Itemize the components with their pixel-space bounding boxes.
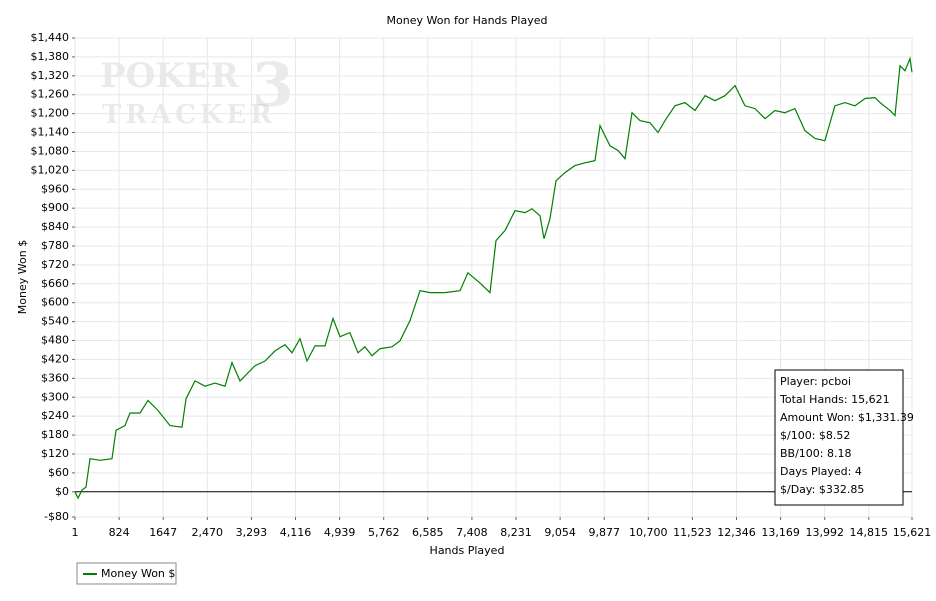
y-tick-label: $180 bbox=[41, 428, 69, 441]
watermark: POKER TRACKER 3 bbox=[100, 51, 294, 131]
y-tick-label: $840 bbox=[41, 220, 69, 233]
stat-line: Days Played: 4 bbox=[780, 465, 862, 478]
y-tick-label: $1,380 bbox=[31, 50, 70, 63]
x-tick-label: 8,231 bbox=[500, 526, 532, 539]
x-tick-label: 12,346 bbox=[717, 526, 756, 539]
stat-line: $/Day: $332.85 bbox=[780, 483, 864, 496]
y-tick-label: $60 bbox=[48, 466, 69, 479]
y-tick-label: $660 bbox=[41, 277, 69, 290]
y-tick-label: $720 bbox=[41, 258, 69, 271]
x-axis-label: Hands Played bbox=[430, 544, 505, 557]
y-tick-label: -$80 bbox=[44, 510, 69, 523]
x-tick-label: 14,815 bbox=[850, 526, 889, 539]
y-tick-label: $540 bbox=[41, 315, 69, 328]
x-tick-label: 15,621 bbox=[893, 526, 932, 539]
y-tick-label: $1,020 bbox=[31, 163, 70, 176]
y-tick-label: $960 bbox=[41, 182, 69, 195]
watermark-text: TRACKER bbox=[102, 100, 276, 130]
legend-box bbox=[76, 562, 177, 585]
y-tick-label: $120 bbox=[41, 447, 69, 460]
chart-title: Money Won for Hands Played bbox=[387, 14, 548, 27]
y-tick-label: $1,320 bbox=[31, 69, 70, 82]
stats: Player: pcboi Total Hands: 15,621 Amount W… bbox=[779, 375, 914, 496]
stat-line: Player: pcboi bbox=[780, 375, 851, 388]
y-tick-label: $360 bbox=[41, 371, 69, 384]
x-tick-label: 1 bbox=[72, 526, 79, 539]
stat-line: $/100: $8.52 bbox=[780, 429, 850, 442]
x-tick-label: 824 bbox=[109, 526, 130, 539]
y-tick-label: $780 bbox=[41, 239, 69, 252]
legend-label: Money Won $ bbox=[101, 567, 175, 580]
x-tick-label: 13,992 bbox=[805, 526, 844, 539]
y-tick-label: $480 bbox=[41, 334, 69, 347]
y-tick-label: $600 bbox=[41, 296, 69, 309]
data-line bbox=[74, 56, 913, 500]
y-tick-label: $300 bbox=[41, 390, 69, 403]
stats-box bbox=[774, 369, 904, 506]
x-tick-label: 1647 bbox=[149, 526, 177, 539]
y-axis-label: Money Won $ bbox=[16, 240, 29, 314]
x-tick-label: 5,762 bbox=[368, 526, 400, 539]
x-tick-label: 9,054 bbox=[544, 526, 576, 539]
y-tick-label: $1,260 bbox=[31, 88, 70, 101]
x-tick-label: 4,939 bbox=[324, 526, 356, 539]
stat-line: BB/100: 8.18 bbox=[780, 447, 852, 460]
y-tick-label: $1,140 bbox=[31, 126, 70, 139]
x-tick-label: 7,408 bbox=[456, 526, 488, 539]
x-tick-label: 2,470 bbox=[192, 526, 224, 539]
x-tick-label: 11,523 bbox=[673, 526, 712, 539]
x-tick-label: 13,169 bbox=[761, 526, 800, 539]
watermark-text: 3 bbox=[252, 51, 294, 121]
y-tick-label: $240 bbox=[41, 409, 69, 422]
x-tick-label: 6,585 bbox=[412, 526, 444, 539]
x-tick-label: 4,116 bbox=[280, 526, 312, 539]
marks bbox=[74, 56, 913, 500]
legend: Money Won $ bbox=[83, 567, 175, 580]
y-tick-label: $0 bbox=[55, 485, 69, 498]
x-tick-label: 3,293 bbox=[236, 526, 268, 539]
x-tick-label: 9,877 bbox=[588, 526, 620, 539]
plot-area bbox=[74, 37, 913, 518]
y-tick-label: $1,440 bbox=[31, 31, 70, 44]
stat-line: Total Hands: 15,621 bbox=[779, 393, 890, 406]
y-tick-label: $420 bbox=[41, 352, 69, 365]
grid bbox=[74, 37, 913, 518]
y-tick-label: $900 bbox=[41, 201, 69, 214]
stat-line: Amount Won: $1,331.39 bbox=[780, 411, 914, 424]
y-tick-label: $1,080 bbox=[31, 144, 70, 157]
x-tick-label: 10,700 bbox=[629, 526, 668, 539]
y-tick-label: $1,200 bbox=[31, 107, 70, 120]
